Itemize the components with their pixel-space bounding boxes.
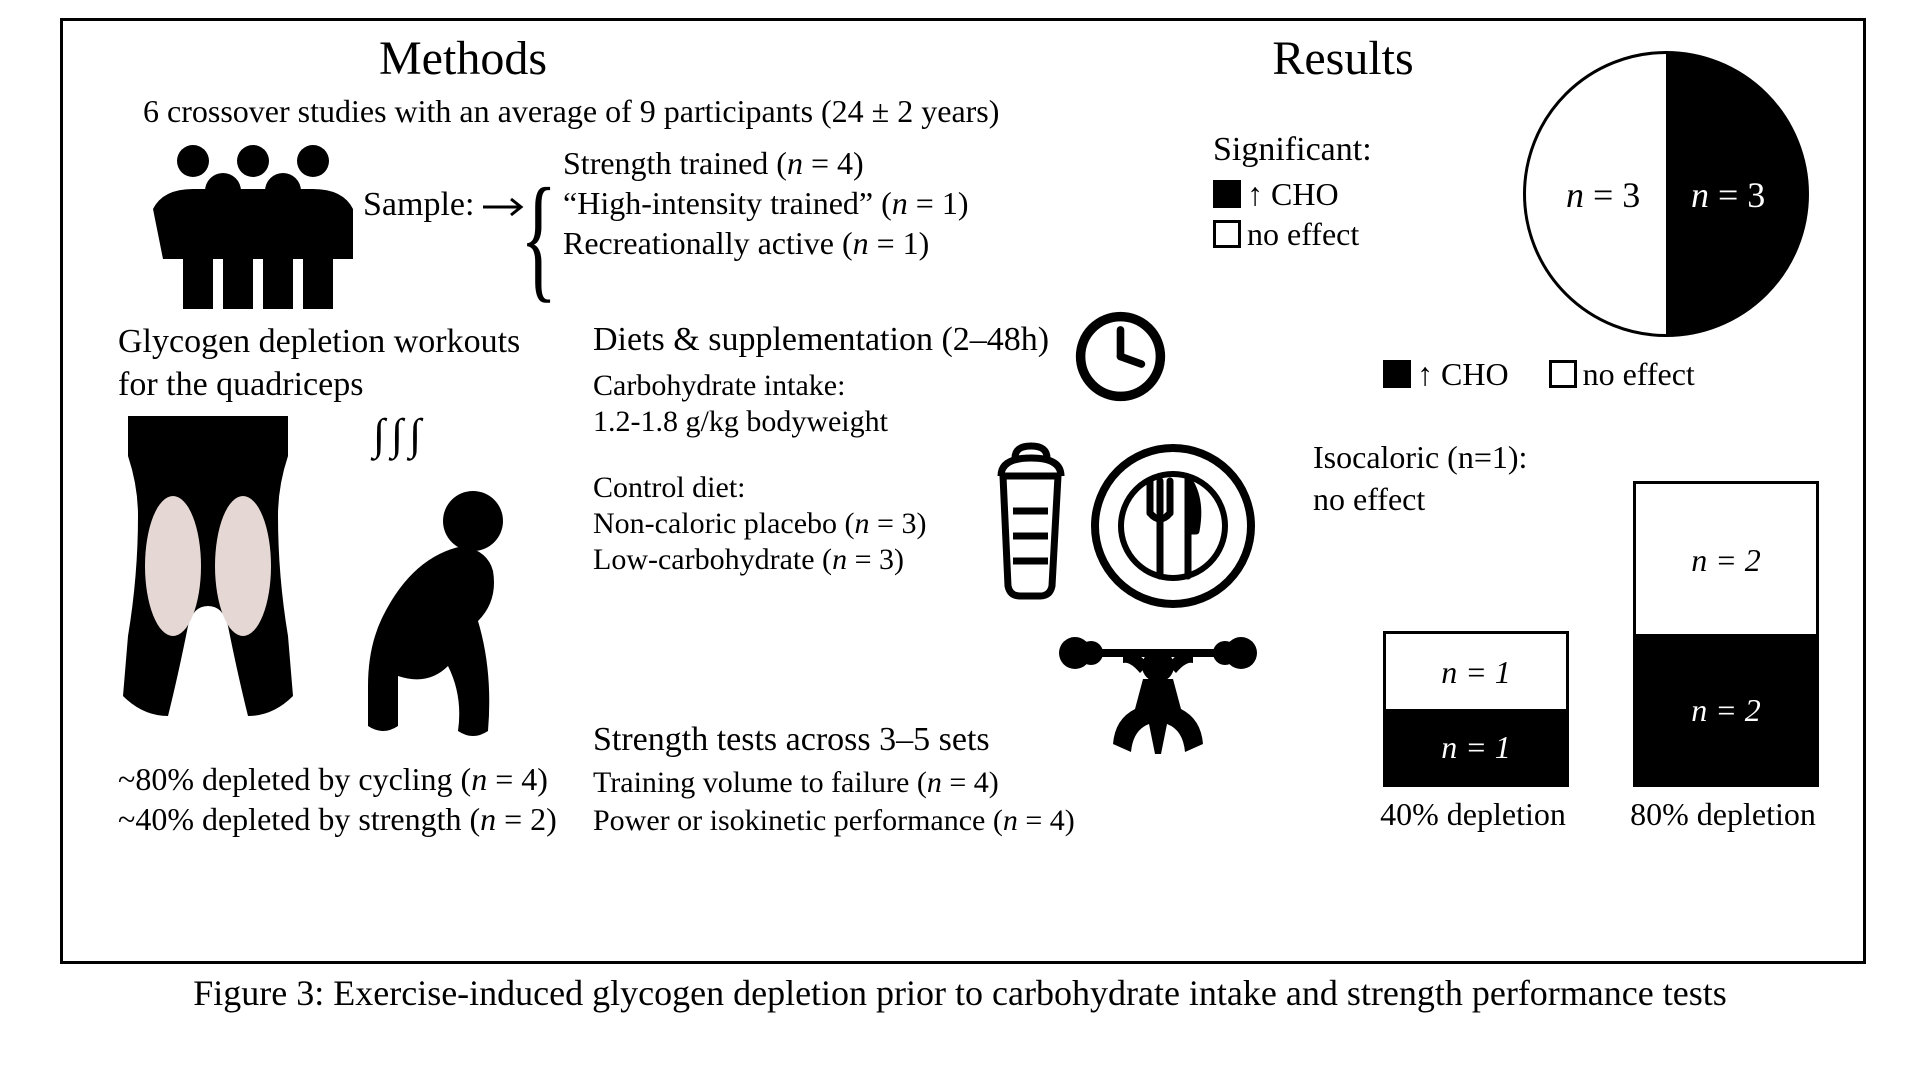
bar-40-cho: n = 1 bbox=[1386, 709, 1566, 784]
diets-title: Diets & supplementation (2–48h) bbox=[593, 321, 1049, 359]
tired-person-icon bbox=[323, 451, 513, 756]
bar-40-caption: 40% depletion bbox=[1343, 796, 1603, 833]
results-heading: Results bbox=[1143, 31, 1543, 86]
bar-80-noeffect: n = 2 bbox=[1636, 484, 1816, 634]
depletion-line-2: ~40% depleted by strength (n = 2) bbox=[118, 801, 557, 838]
bar-40: n = 1 n = 1 bbox=[1383, 631, 1569, 787]
strength-line-2: Power or isokinetic performance (n = 4) bbox=[593, 804, 1075, 838]
sample-item-2: “High-intensity trained” (n = 1) bbox=[563, 185, 968, 222]
brace-icon: { bbox=[520, 189, 557, 287]
isocaloric-note: Isocaloric (n=1): no effect bbox=[1313, 437, 1527, 520]
control-line-2: Low-carbohydrate (n = 3) bbox=[593, 543, 904, 577]
bar-80-cho: n = 2 bbox=[1636, 634, 1816, 784]
sample-item-3: Recreationally active (n = 1) bbox=[563, 225, 929, 262]
sample-label: Sample: bbox=[363, 186, 474, 224]
figure-caption: Figure 3: Exercise-induced glycogen depl… bbox=[0, 972, 1920, 1014]
depletion-line-1: ~80% depleted by cycling (n = 4) bbox=[118, 761, 548, 798]
pie-left-label: n = 3 bbox=[1566, 174, 1640, 216]
results-pie: n = 3 n = 3 bbox=[1523, 51, 1809, 337]
cho-intake-value: 1.2-1.8 g/kg bodyweight bbox=[593, 405, 888, 439]
cho-intake-label: Carbohydrate intake: bbox=[593, 369, 845, 403]
people-group-icon bbox=[123, 139, 383, 314]
squat-icon bbox=[1053, 621, 1263, 771]
methods-summary: 6 crossover studies with an average of 9… bbox=[143, 93, 999, 130]
clock-icon bbox=[1073, 309, 1168, 404]
methods-heading: Methods bbox=[263, 31, 663, 86]
depletion-title: Glycogen depletion workouts for the quad… bbox=[118, 321, 520, 406]
strength-line-1: Training volume to failure (n = 4) bbox=[593, 766, 999, 800]
shaker-icon bbox=[983, 441, 1078, 601]
plate-utensils-icon bbox=[1088, 441, 1258, 611]
figure-frame: Methods Results 6 crossover studies with… bbox=[60, 18, 1866, 964]
control-line-1: Non-caloric placebo (n = 3) bbox=[593, 507, 926, 541]
sample-item-1: Strength trained (n = 4) bbox=[563, 145, 864, 182]
pie-right-label: n = 3 bbox=[1691, 174, 1765, 216]
quadriceps-icon bbox=[108, 416, 308, 721]
bar-40-noeffect: n = 1 bbox=[1386, 634, 1566, 709]
bar-80-caption: 80% depletion bbox=[1593, 796, 1853, 833]
strength-title: Strength tests across 3–5 sets bbox=[593, 721, 990, 759]
control-label: Control diet: bbox=[593, 471, 746, 505]
bar-80: n = 2 n = 2 bbox=[1633, 481, 1819, 787]
bars-legend: ↑ CHO no effect bbox=[1383, 356, 1695, 393]
legend-noeffect: no effect bbox=[1213, 216, 1359, 253]
significant-label: Significant: bbox=[1213, 131, 1372, 169]
legend-cho: ↑ CHO bbox=[1213, 176, 1339, 213]
